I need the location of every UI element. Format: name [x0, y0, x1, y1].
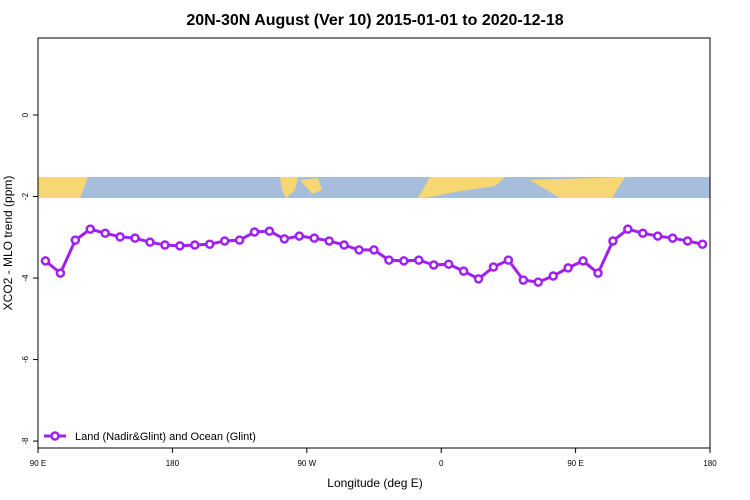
x-tick-label: 90 E — [30, 459, 46, 468]
data-point — [190, 240, 200, 250]
data-point — [384, 255, 394, 265]
data-point — [503, 255, 514, 265]
data-point — [593, 268, 603, 278]
data-point — [369, 245, 379, 255]
data-point — [623, 224, 633, 234]
data-point — [652, 231, 663, 241]
legend-label: Land (Nadir&Glint) and Ocean (Glint) — [75, 431, 256, 443]
data-point — [443, 259, 454, 269]
data-point — [175, 241, 185, 251]
x-axis-label: Longitude (deg E) — [327, 476, 422, 490]
data-point — [488, 262, 499, 272]
data-point — [563, 263, 573, 273]
x-tick-label: 180 — [703, 459, 717, 468]
data-point — [70, 235, 81, 245]
data-point — [428, 260, 439, 270]
data-point — [294, 231, 305, 241]
map-band — [38, 177, 710, 198]
data-line — [44, 227, 703, 284]
x-tick-label: 180 — [166, 459, 180, 468]
y-tick-label: -4 — [21, 274, 30, 282]
data-point — [682, 236, 693, 246]
data-point — [399, 256, 409, 266]
data-point — [638, 228, 648, 238]
data-point — [40, 256, 51, 266]
x-tick-label: 90 W — [297, 459, 316, 468]
data-point — [249, 227, 260, 237]
legend-marker — [50, 431, 60, 441]
data-point — [100, 228, 110, 238]
data-point — [697, 239, 708, 249]
data-point — [608, 236, 618, 246]
data-point — [55, 268, 66, 278]
data-point — [339, 240, 349, 250]
data-point — [115, 232, 125, 242]
x-tick-label: 0 — [439, 459, 444, 468]
y-tick-label: -6 — [21, 355, 30, 363]
data-point — [578, 256, 588, 266]
data-point — [458, 266, 469, 276]
data-point — [145, 237, 155, 247]
data-point — [324, 236, 334, 246]
data-point — [533, 277, 544, 287]
data-point — [85, 224, 96, 234]
y-tick-label: 0 — [21, 112, 30, 117]
data-point — [548, 271, 558, 281]
data-point — [204, 239, 215, 249]
data-point — [130, 233, 140, 243]
data-point — [473, 274, 484, 284]
data-point — [279, 234, 290, 244]
data-point — [354, 245, 364, 255]
data-point — [264, 226, 275, 236]
y-tick-label: -8 — [21, 437, 30, 445]
data-point — [160, 240, 170, 250]
y-axis-label: XCO2 - MLO trend (ppm) — [1, 176, 15, 311]
data-point — [309, 233, 320, 243]
data-point — [219, 236, 230, 246]
plot-frame — [37, 37, 711, 449]
x-tick-label: 90 E — [567, 459, 583, 468]
data-point — [414, 255, 424, 265]
data-point — [667, 233, 678, 243]
y-tick-label: -2 — [21, 192, 30, 200]
data-point — [234, 235, 245, 245]
data-point — [518, 275, 529, 285]
chart-title: 20N-30N August (Ver 10) 2015-01-01 to 20… — [186, 12, 563, 29]
